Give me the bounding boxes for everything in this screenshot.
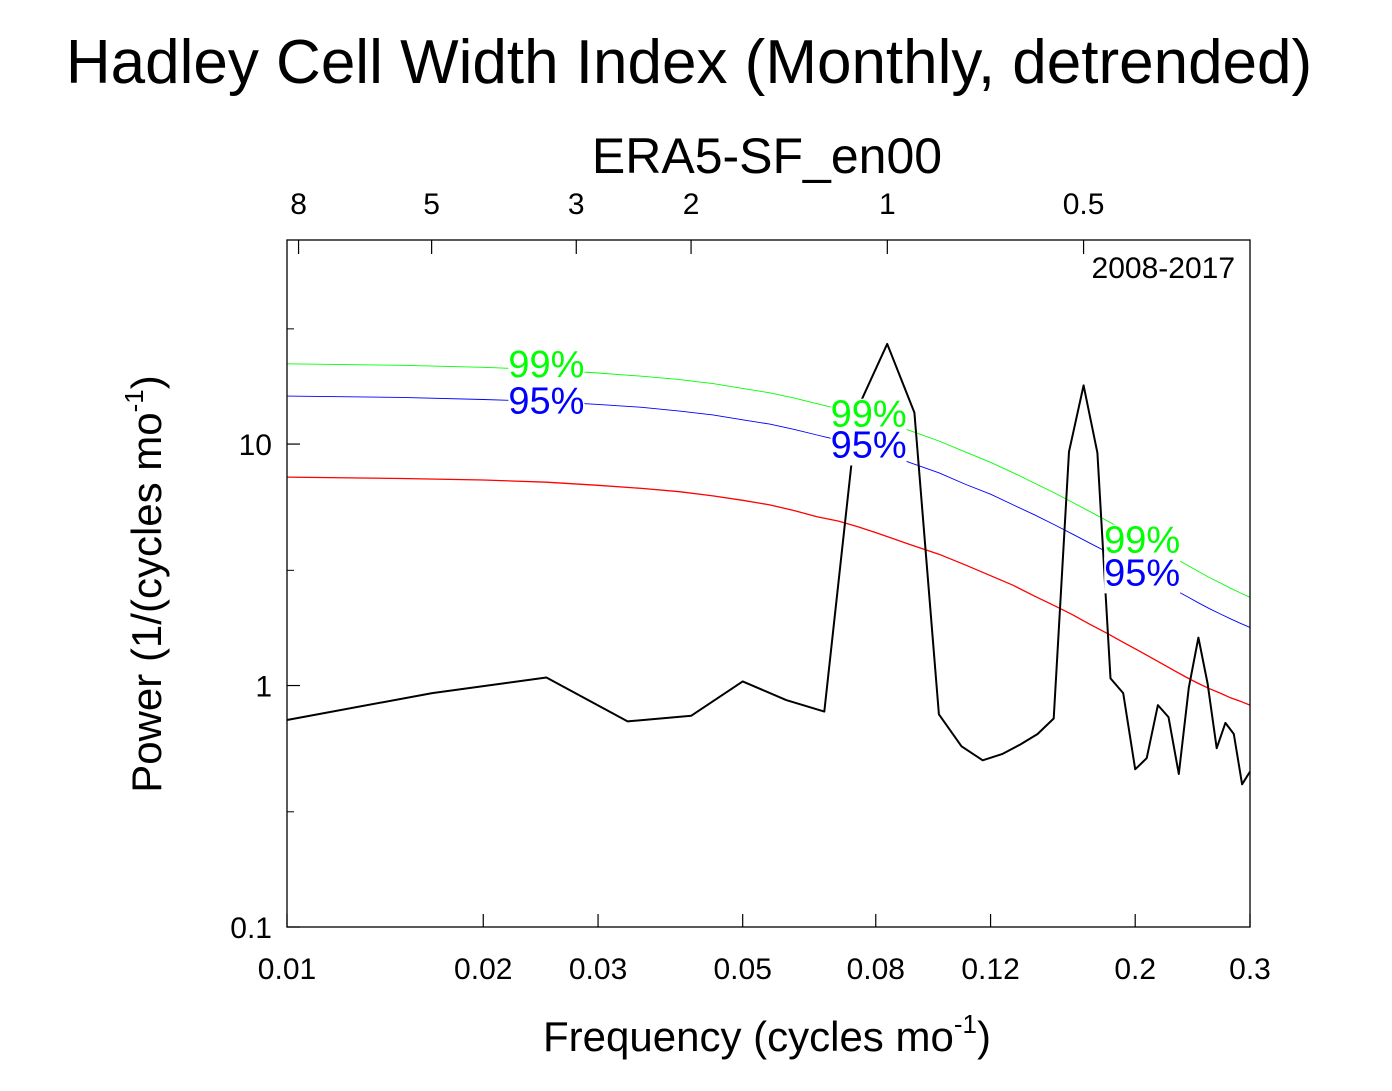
y-axis-label-tail: ) — [123, 375, 170, 389]
curve-label-bg-4 — [1104, 524, 1181, 561]
curve-label-bg-0 — [508, 348, 585, 385]
curve-label-2: 99% — [831, 394, 907, 436]
x-tick-label-2: 0.03 — [569, 953, 627, 986]
top-tick-label-5: 0.5 — [1063, 188, 1105, 221]
x-tick-label-1: 0.02 — [454, 953, 512, 986]
x-tick-label-0: 0.01 — [258, 953, 316, 986]
series-line-0 — [286, 342, 1251, 786]
curve-label-bg-2 — [830, 398, 907, 435]
series-line-3 — [286, 363, 1251, 598]
plot-frame — [286, 239, 1251, 928]
curve-labels-layer: 99%95% 99%95%99%95% — [508, 344, 1180, 595]
x-tick-label-6: 0.2 — [1114, 953, 1156, 986]
x-tick-label-5: 0.12 — [961, 953, 1019, 986]
curve-label-bg-1 — [508, 385, 585, 422]
x-tick-label-4: 0.08 — [847, 953, 905, 986]
period-label: 2008-2017 — [1092, 252, 1235, 285]
x-axis-label-tail: ) — [977, 1013, 991, 1060]
series-line-2 — [286, 395, 1251, 628]
x-tick-label-7: 0.3 — [1229, 953, 1271, 986]
top-tick-label-0: 8 — [290, 188, 307, 221]
curve-label-3: 95% — [831, 424, 907, 466]
chart-title: Hadley Cell Width Index (Monthly, detren… — [66, 28, 1312, 97]
x-axis-label-main: Frequency (cycles mo — [543, 1013, 954, 1060]
curve-label-4: 99% — [1104, 520, 1180, 562]
chart-subtitle: ERA5-SF_en00 — [592, 128, 942, 184]
curve-label-bg-3 — [830, 429, 907, 466]
x-tick-label-3: 0.05 — [713, 953, 771, 986]
y-tick-label-1: 1 — [255, 671, 272, 704]
y-tick-label-0: 0.1 — [230, 912, 272, 945]
y-tick-label-2: 10 — [239, 429, 272, 462]
axes-layer: 0.01 0.02 0.03 0.05 0.08 0.12 0.2 0.3 0.1 1 10 8 5 3 2… — [230, 188, 1271, 986]
top-tick-label-1: 5 — [423, 188, 440, 221]
x-axis-label: Frequency (cycles mo-1) — [543, 1009, 991, 1060]
curves-layer — [286, 342, 1251, 786]
x-axis-label-sup: -1 — [954, 1009, 977, 1039]
y-axis-label-sup: -1 — [119, 389, 149, 412]
curve-label-bg-5 — [1104, 557, 1181, 594]
curve-label-5: 95% — [1104, 552, 1180, 594]
curve-label-1: 95% — [508, 380, 584, 422]
top-tick-label-2: 3 — [568, 188, 585, 221]
curve-label-0: 99% — [508, 344, 584, 386]
y-axis-label: Power (1/(cycles mo-1) — [119, 375, 170, 793]
y-axis-label-main: Power (1/(cycles mo — [123, 412, 170, 792]
series-line-1 — [286, 476, 1251, 706]
top-tick-label-3: 2 — [683, 188, 700, 221]
top-tick-label-4: 1 — [879, 188, 896, 221]
